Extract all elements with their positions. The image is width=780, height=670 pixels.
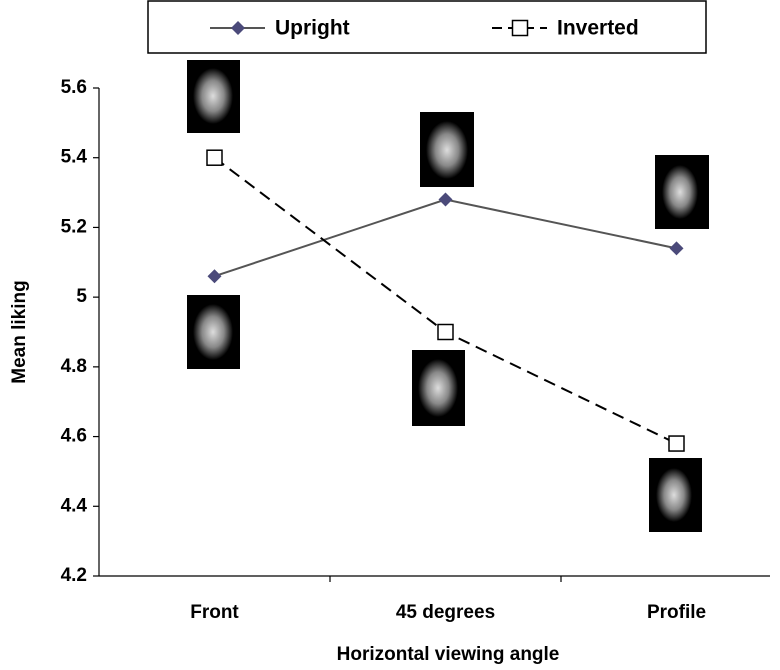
y-tick-label: 5 [76,286,87,307]
legend-label: Upright [275,17,350,40]
face-image [426,121,468,179]
x-tick-label: 45 degrees [396,602,495,623]
y-tick-label: 4.8 [61,356,87,377]
face-image [193,68,233,124]
y-tick-label: 5.4 [61,147,88,168]
marker [206,149,223,166]
marker [437,323,454,341]
y-tick-label: 5.6 [61,77,87,98]
y-axis-title: Mean liking [9,280,30,383]
legend-label: Inverted [557,17,639,40]
face-image [656,468,692,522]
y-tick-label: 5.2 [61,216,87,237]
legend-marker [231,21,245,35]
marker [207,269,222,284]
x-tick-label: Profile [647,602,706,623]
face-image [193,304,233,360]
y-tick-label: 4.4 [61,495,88,516]
legend-marker [511,19,529,37]
face-image [662,165,698,219]
marker [669,241,684,256]
x-tick-label: Front [190,602,239,623]
y-tick-label: 4.6 [61,426,87,447]
face-image [418,359,458,417]
marker [438,192,453,207]
x-axis-title: Horizontal viewing angle [337,644,560,665]
marker [668,435,685,452]
face-images [187,60,709,532]
y-tick-label: 4.2 [61,565,87,586]
legend-box [147,0,707,54]
